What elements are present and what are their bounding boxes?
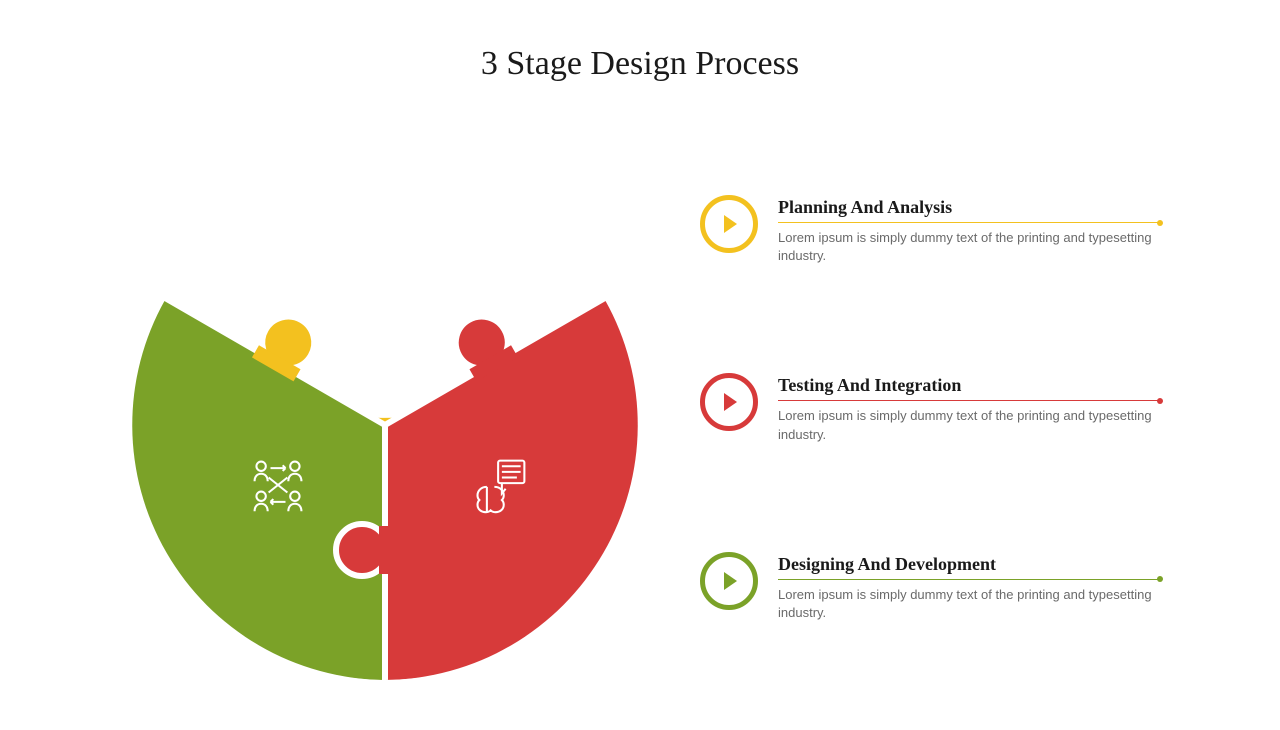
legend-title: Testing And Integration xyxy=(778,375,1160,396)
legend-title: Planning And Analysis xyxy=(778,197,1160,218)
chevron-badge xyxy=(700,373,758,431)
brainstorm-heads-icon xyxy=(355,232,415,292)
legend: Planning And Analysis Lorem ipsum is sim… xyxy=(700,195,1160,730)
chevron-badge xyxy=(700,552,758,610)
legend-desc: Lorem ipsum is simply dummy text of the … xyxy=(778,229,1160,265)
legend-desc: Lorem ipsum is simply dummy text of the … xyxy=(778,586,1160,622)
slide-title: 3 Stage Design Process xyxy=(0,45,1280,83)
legend-divider xyxy=(778,400,1160,401)
chevron-right-icon xyxy=(724,572,737,590)
chevron-right-icon xyxy=(724,393,737,411)
legend-item: Testing And Integration Lorem ipsum is s… xyxy=(700,373,1160,443)
legend-divider xyxy=(778,579,1160,580)
brain-list-icon xyxy=(470,455,530,515)
people-exchange-icon xyxy=(248,455,308,515)
legend-desc: Lorem ipsum is simply dummy text of the … xyxy=(778,407,1160,443)
chevron-right-icon xyxy=(724,215,737,233)
chevron-badge xyxy=(700,195,758,253)
puzzle-circle xyxy=(130,170,640,680)
legend-divider xyxy=(778,222,1160,223)
legend-title: Designing And Development xyxy=(778,554,1160,575)
legend-item: Designing And Development Lorem ipsum is… xyxy=(700,552,1160,622)
legend-item: Planning And Analysis Lorem ipsum is sim… xyxy=(700,195,1160,265)
